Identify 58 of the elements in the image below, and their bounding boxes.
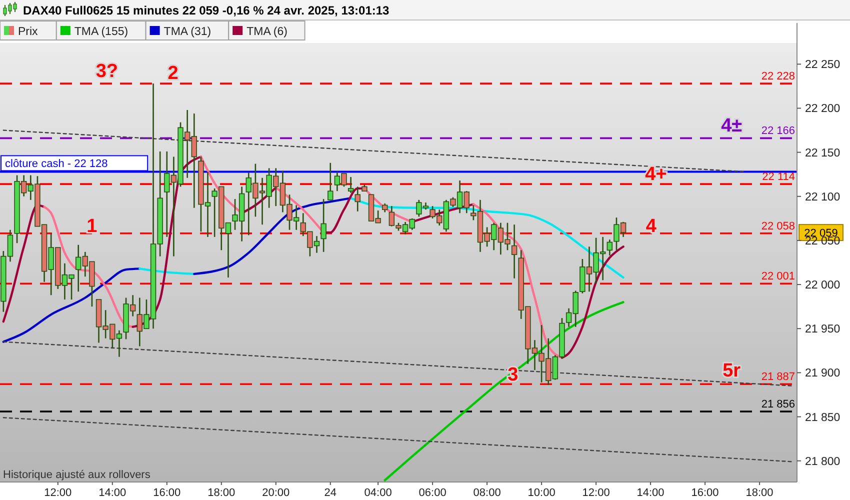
y-tick-label: 22 250 xyxy=(805,59,840,72)
annotation: Historique ajusté aux rollovers xyxy=(3,469,151,481)
line-series xyxy=(472,203,564,359)
ref-line-label: 22 058 xyxy=(761,220,795,232)
y-tick-label: 22 000 xyxy=(805,280,840,292)
ref-line-label: 21 887 xyxy=(761,371,795,384)
line-series xyxy=(384,301,624,482)
y-tick-label: 21 850 xyxy=(805,412,840,424)
y-tick-label: 21 950 xyxy=(805,324,840,336)
ref-line-label: 22 001 xyxy=(761,270,795,283)
chart-title: DAX40 Full0625 15 minutes 22 059 -0,16 % 24 avr. 2025, 13:01:13 xyxy=(23,4,390,18)
y-tick-label: 22 200 xyxy=(805,103,840,116)
x-tick-label: 16:00 xyxy=(691,487,719,499)
candlestick xyxy=(511,224,518,280)
annotation: 4 xyxy=(646,216,657,238)
y-tick-label: 21 900 xyxy=(805,368,840,380)
annotation: 3? xyxy=(96,61,118,82)
x-tick-label: 18:00 xyxy=(208,487,236,499)
x-tick-label: 12:00 xyxy=(582,487,610,499)
x-tick-label: 14:00 xyxy=(636,487,664,499)
annotation: 2 xyxy=(168,62,178,84)
line-series xyxy=(43,206,134,328)
legend-label: TMA (31) xyxy=(164,26,212,38)
x-tick-label: 18:00 xyxy=(746,487,774,499)
candlestick xyxy=(320,198,326,253)
x-tick-label: 20:00 xyxy=(262,487,290,499)
ref-line-label: 22 166 xyxy=(761,125,795,138)
x-tick-label: 04:00 xyxy=(364,487,392,499)
line-series xyxy=(193,197,352,276)
line-series xyxy=(2,204,46,323)
x-tick-label: 16:00 xyxy=(153,487,181,499)
legend-label: TMA (155) xyxy=(74,26,128,38)
ref-line-label: 22 228 xyxy=(761,70,795,83)
legend-label: Prix xyxy=(18,26,38,38)
line-series xyxy=(350,197,624,279)
x-tick-label: 12:00 xyxy=(44,487,72,499)
x-tick-label: 08:00 xyxy=(473,487,501,499)
y-tick-label: 22 150 xyxy=(805,147,840,160)
annotation: 1 xyxy=(86,216,98,238)
ref-line-label: 22 114 xyxy=(762,171,795,184)
line-series xyxy=(560,246,624,359)
candlestick xyxy=(606,238,613,256)
x-tick-label: 10:00 xyxy=(528,487,556,499)
candlestick xyxy=(348,176,354,194)
line-series xyxy=(132,156,202,328)
ref-line-label: clôture cash - 22 128 xyxy=(5,158,108,170)
candlestick xyxy=(354,186,360,212)
annotation: 4± xyxy=(721,116,742,137)
y-tick-label: 21 800 xyxy=(805,456,840,468)
x-tick-label: 14:00 xyxy=(98,487,126,499)
x-tick-label: 06:00 xyxy=(418,487,446,499)
annotation: 5r xyxy=(722,360,742,382)
ref-line-label: 21 856 xyxy=(761,398,795,410)
x-tick-label: 24 xyxy=(324,487,337,499)
y-tick-label: 22 100 xyxy=(805,191,840,204)
legend-label: TMA (6) xyxy=(246,26,288,38)
line-series xyxy=(2,268,141,343)
candlestick xyxy=(328,162,334,201)
